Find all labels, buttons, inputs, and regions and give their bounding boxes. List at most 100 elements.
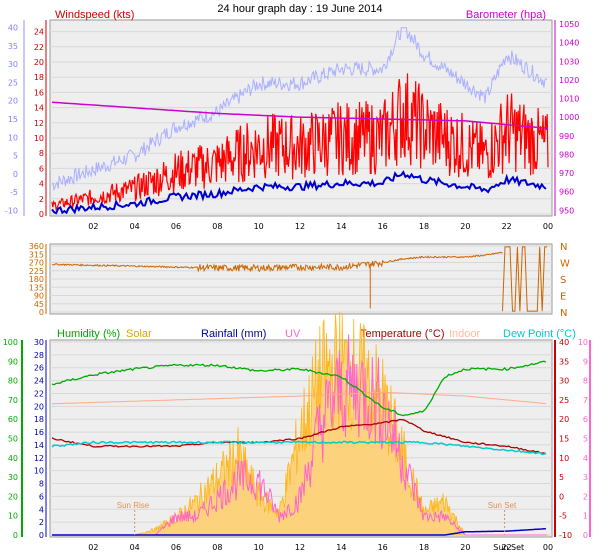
- baro-tick-label: 1050: [559, 20, 579, 29]
- outer-tick-label: -10: [5, 206, 18, 215]
- humidity-tick-label: 60: [8, 415, 18, 424]
- temperature-tick-label: 40: [559, 338, 569, 347]
- wind-tick-label: 18: [34, 73, 44, 82]
- baro-tick-label: 990: [559, 132, 574, 141]
- wind-tick-label: 6: [39, 164, 44, 173]
- rain-tick-label: 12: [34, 454, 44, 463]
- humidity-label: Humidity: [57, 328, 100, 340]
- direction-tick-label: 270: [29, 259, 44, 268]
- direction-tick-label: 45: [34, 300, 44, 309]
- direction-tick-label: 360: [29, 242, 44, 251]
- rain-tick-label: 20: [34, 402, 44, 411]
- x-tick-label: 10: [254, 543, 264, 552]
- gust-line: [51, 27, 548, 192]
- rain-tick-label: 14: [34, 441, 44, 450]
- temperature-tick-label: 0: [559, 492, 564, 501]
- x-tick-label: 22: [502, 222, 512, 231]
- dewpoint-line: [51, 440, 547, 455]
- windspeed-line: [51, 73, 549, 211]
- temperature-tick-label: 35: [559, 357, 569, 366]
- outer-tick-label: 30: [8, 60, 18, 69]
- wind-direction-chaotic: [502, 246, 548, 312]
- uv-tick-label: 7: [583, 396, 588, 405]
- temperature-tick-label: 5: [559, 473, 564, 482]
- wind-tick-label: 2: [39, 195, 44, 204]
- wind-tick-label: 22: [34, 43, 44, 52]
- temperature-tick-label: 30: [559, 377, 569, 386]
- rain-tick-label: 22: [34, 389, 44, 398]
- humidity-unit: (%): [103, 328, 120, 340]
- x-tick-label: 06: [171, 543, 181, 552]
- rain-tick-label: 4: [39, 505, 44, 514]
- rain-tick-label: 24: [34, 377, 44, 386]
- x-tick-label: 08: [212, 222, 222, 231]
- x-tick-label: 04: [130, 543, 140, 552]
- x-tick-label: 20: [460, 543, 470, 552]
- compass-label: W: [560, 259, 570, 270]
- wind-tick-label: 0: [39, 210, 44, 219]
- x-tick-label: 10: [254, 222, 264, 231]
- rainfall-label: Rainfall (mm): [201, 328, 266, 340]
- baro-tick-label: 970: [559, 169, 574, 178]
- x-tick-label: 04: [130, 222, 140, 231]
- rain-tick-label: 16: [34, 428, 44, 437]
- humidity-tick-label: 70: [8, 396, 18, 405]
- x-tick-label: 16: [378, 543, 388, 552]
- x-tick-label: 00: [543, 543, 553, 552]
- rain-tick-label: 28: [34, 351, 44, 360]
- baro-tick-label: 960: [559, 188, 574, 197]
- wind-tick-label: 14: [34, 104, 44, 113]
- wind-direction-line: [51, 251, 503, 273]
- x-tick-label: 14: [336, 543, 346, 552]
- compass-label: E: [560, 292, 566, 303]
- temperature-tick-label: 20: [559, 415, 569, 424]
- outer-tick-label: 20: [8, 97, 18, 106]
- baro-tick-label: 1000: [559, 113, 579, 122]
- avg-wind-line: [51, 170, 547, 215]
- direction-tick-label: 0: [39, 308, 44, 317]
- temperature-tick-label: 25: [559, 396, 569, 405]
- x-tick-label: 02: [88, 222, 98, 231]
- temperature-tick-label: 10: [559, 454, 569, 463]
- humidity-tick-label: 10: [8, 512, 18, 521]
- chart-title: 24 hour graph day : 19 June 2014: [217, 3, 382, 15]
- compass-label: S: [560, 275, 566, 286]
- uv-tick-label: 2: [583, 492, 588, 501]
- humidity-tick-label: 0: [13, 531, 18, 540]
- uv-label: UV: [285, 328, 301, 340]
- temperature-tick-label: -5: [559, 512, 567, 521]
- uv-tick-label: 1: [583, 512, 588, 521]
- sunset-time-label: Sun Set: [493, 543, 524, 552]
- uv-tick-label: 9: [583, 357, 588, 366]
- x-tick-label: 02: [88, 543, 98, 552]
- barometer-line: [51, 101, 549, 130]
- uv-tick-label: 8: [583, 377, 588, 386]
- x-tick-label: 08: [212, 543, 222, 552]
- x-tick-label: 14: [336, 222, 346, 231]
- x-tick-label: 16: [378, 222, 388, 231]
- wind-tick-label: 12: [34, 119, 44, 128]
- sunset-annotation: Sun Set: [488, 501, 517, 510]
- baro-tick-label: 1020: [559, 76, 579, 85]
- direction-tick-label: 135: [29, 283, 44, 292]
- uv-tick-label: 10: [578, 338, 588, 347]
- uv-tick-label: 5: [583, 435, 588, 444]
- uv-tick-label: 0: [583, 531, 588, 540]
- humidity-tick-label: 40: [8, 454, 18, 463]
- uv-tick-label: 4: [583, 454, 588, 463]
- wind-tick-label: 16: [34, 88, 44, 97]
- humidity-tick-label: 30: [8, 473, 18, 482]
- x-tick-label: 18: [419, 543, 429, 552]
- rain-tick-label: 6: [39, 492, 44, 501]
- wind-tick-label: 8: [39, 149, 44, 158]
- outer-tick-label: 25: [8, 78, 18, 87]
- humidity-tick-label: 20: [8, 492, 18, 501]
- wind-tick-label: 4: [39, 180, 44, 189]
- humidity-tick-label: 50: [8, 435, 18, 444]
- rain-tick-label: 26: [34, 364, 44, 373]
- direction-tick-label: 180: [29, 275, 44, 284]
- humidity-tick-label: 80: [8, 377, 18, 386]
- wind-title: Windspeed (kts): [55, 9, 134, 21]
- outer-tick-label: -5: [10, 188, 18, 197]
- baro-tick-label: 1010: [559, 95, 579, 104]
